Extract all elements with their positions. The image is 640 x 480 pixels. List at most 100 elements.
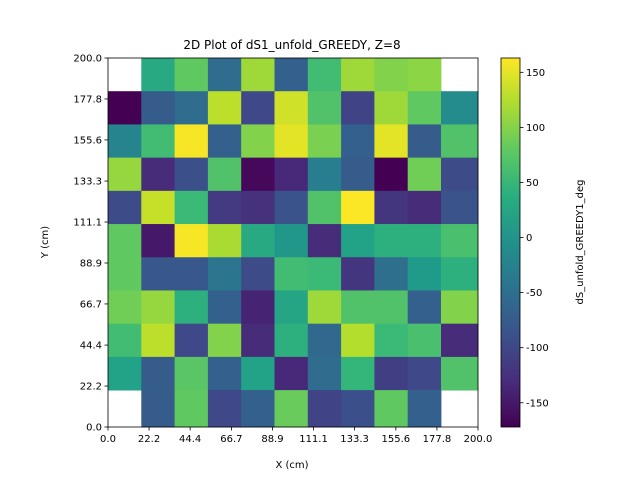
heatmap-cell <box>141 257 175 291</box>
heatmap-cell <box>241 91 275 125</box>
heatmap-cell <box>174 58 209 92</box>
heatmap-cell <box>341 224 375 258</box>
heatmap-cell <box>407 224 442 258</box>
heatmap-cell <box>374 91 409 125</box>
y-tick-label: 133.3 <box>73 177 102 188</box>
heatmap-cell <box>274 356 309 391</box>
heatmap-cell <box>407 91 442 125</box>
heatmap-cell <box>407 58 442 92</box>
heatmap-cell <box>341 257 375 291</box>
x-tick-label: 44.4 <box>179 434 201 445</box>
heatmap-cell <box>207 157 242 192</box>
heatmap-cell <box>241 257 275 291</box>
heatmap-cell <box>441 224 479 258</box>
x-tick-label: 88.9 <box>261 434 283 445</box>
colorbar-tick-label: 150 <box>526 68 545 79</box>
heatmap-cell <box>274 91 309 125</box>
heatmap-cell <box>341 58 375 92</box>
x-tick-label: 66.7 <box>220 434 242 445</box>
x-tick-label: 111.1 <box>299 434 328 445</box>
x-axis-ticks: 0.0 22.2 44.4 66.7 88.9 111.1 133.3 155.6 177.8 2… <box>100 427 492 445</box>
heatmap-cell <box>441 157 479 192</box>
heatmap-cell <box>307 390 342 428</box>
heatmap-cell <box>241 224 275 258</box>
x-tick-label: 0.0 <box>100 434 116 445</box>
plot-frame <box>107 57 479 428</box>
heatmap-cell <box>174 124 209 159</box>
heatmap-cell <box>307 224 342 258</box>
colorbar-tick-label: 50 <box>526 178 539 189</box>
heatmap-cell <box>374 190 409 225</box>
heatmap-cell <box>307 290 342 325</box>
heatmap-cell <box>374 58 409 92</box>
heatmap-cell <box>307 91 342 125</box>
heatmap-cell <box>207 224 242 258</box>
heatmap-cell <box>274 124 309 159</box>
heatmap-cell <box>274 157 309 192</box>
y-tick-label: 88.9 <box>80 258 102 269</box>
heatmap-cell <box>207 124 242 159</box>
heatmap-cell <box>407 290 442 325</box>
heatmap-cells <box>108 58 479 428</box>
x-tick-label: 22.2 <box>138 434 160 445</box>
colorbar-tick-label: -100 <box>526 343 549 354</box>
heatmap-cell <box>207 190 242 225</box>
y-tick-label: 111.1 <box>73 218 102 229</box>
colorbar-tick-label: -50 <box>526 288 542 299</box>
heatmap-cell <box>241 390 275 428</box>
heatmap-cell <box>141 91 175 125</box>
heatmap-cell <box>407 190 442 225</box>
heatmap-cell <box>207 290 242 325</box>
heatmap-cell <box>241 157 275 192</box>
heatmap-cell <box>174 224 209 258</box>
colorbar-tick-label: 100 <box>526 123 545 134</box>
heatmap-cell <box>307 58 342 92</box>
heatmap-cell <box>141 323 175 358</box>
heatmap-cell <box>374 290 409 325</box>
heatmap-cell <box>441 323 479 358</box>
y-tick-label: 22.2 <box>80 382 102 393</box>
y-tick-label: 177.8 <box>73 94 102 105</box>
heatmap-cell <box>274 190 309 225</box>
heatmap-cell <box>307 124 342 159</box>
heatmap-cell <box>141 190 175 225</box>
heatmap-cell <box>374 356 409 391</box>
heatmap-cell <box>374 390 409 428</box>
heatmap-cell <box>141 390 175 428</box>
heatmap-cell <box>241 190 275 225</box>
y-axis-label: Y (cm) <box>40 226 51 259</box>
heatmap-cell <box>108 356 142 391</box>
heatmap-cell <box>241 290 275 325</box>
heatmap-cell <box>141 124 175 159</box>
heatmap-cell <box>108 257 142 291</box>
heatmap-cell <box>207 257 242 291</box>
heatmap-cell <box>441 91 479 125</box>
heatmap-cell <box>407 257 442 291</box>
heatmap-cell <box>341 157 375 192</box>
heatmap-cell <box>407 323 442 358</box>
heatmap-cell <box>274 224 309 258</box>
y-tick-label: 44.4 <box>80 341 102 352</box>
heatmap-cell <box>141 224 175 258</box>
heatmap-cell <box>108 224 142 258</box>
y-axis-ticks: 0.0 22.2 44.4 66.7 88.9 111.1 133.3 155.6 177.8 2… <box>73 54 108 434</box>
heatmap-cell <box>274 390 309 428</box>
colorbar-tick-label: 0 <box>526 233 532 244</box>
colorbar-tick-label: -150 <box>526 398 549 409</box>
heatmap-cell <box>341 356 375 391</box>
heatmap-cell <box>174 356 209 391</box>
heatmap-cell <box>374 124 409 159</box>
x-tick-label: 133.3 <box>340 434 369 445</box>
heatmap-cell <box>207 390 242 428</box>
heatmap-cell <box>341 190 375 225</box>
chart-title: 2D Plot of dS1_unfold_GREEDY, Z=8 <box>183 38 400 52</box>
heatmap-cell <box>341 91 375 125</box>
heatmap-cell <box>341 290 375 325</box>
heatmap-cell <box>141 290 175 325</box>
heatmap-cell <box>108 157 142 192</box>
heatmap-cell <box>174 323 209 358</box>
heatmap-cell <box>407 157 442 192</box>
colorbar <box>500 57 521 428</box>
heatmap-cell <box>241 356 275 391</box>
heatmap-cell <box>174 190 209 225</box>
